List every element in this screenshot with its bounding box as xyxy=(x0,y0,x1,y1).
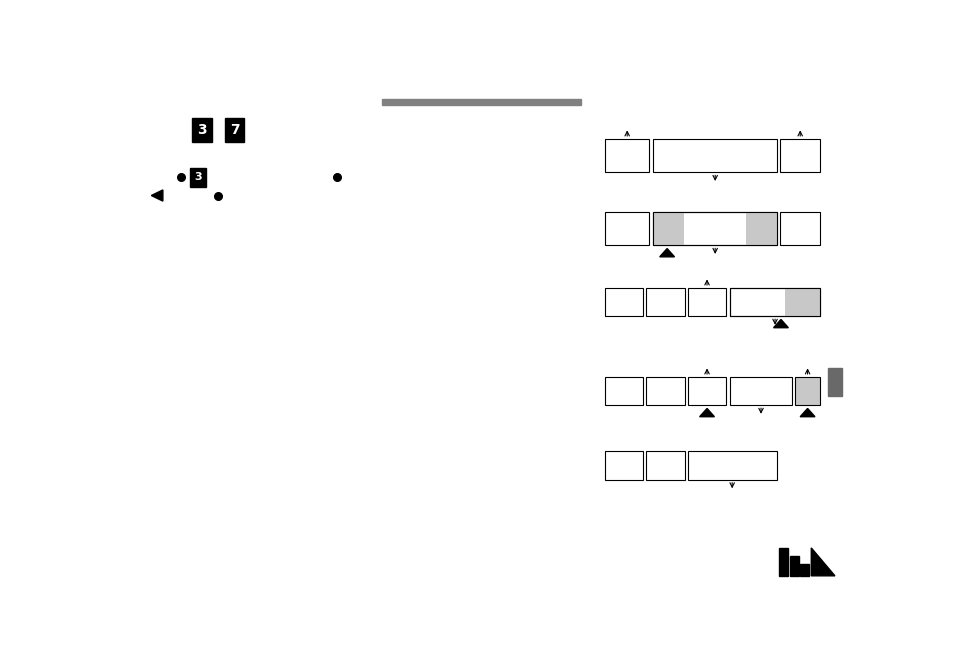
Polygon shape xyxy=(810,548,834,576)
Bar xyxy=(604,139,649,173)
Bar xyxy=(780,212,820,245)
Bar xyxy=(783,288,820,317)
Bar xyxy=(604,377,642,405)
Bar xyxy=(687,288,725,317)
Bar xyxy=(729,377,791,405)
Bar xyxy=(646,452,684,480)
Bar xyxy=(193,118,212,142)
Polygon shape xyxy=(659,249,674,257)
Bar xyxy=(653,139,777,173)
Bar xyxy=(729,288,820,317)
Bar xyxy=(653,212,777,245)
Bar xyxy=(779,548,787,576)
Bar xyxy=(604,212,649,245)
Bar xyxy=(745,212,777,245)
Bar xyxy=(653,212,777,245)
Bar xyxy=(780,139,820,173)
Bar xyxy=(687,377,725,405)
Bar xyxy=(653,212,683,245)
Bar xyxy=(381,99,580,106)
Text: 3: 3 xyxy=(194,173,202,182)
Polygon shape xyxy=(699,409,714,417)
Bar xyxy=(800,564,808,576)
Bar xyxy=(729,288,820,317)
Bar xyxy=(826,368,841,396)
Bar xyxy=(646,377,684,405)
Polygon shape xyxy=(152,190,163,201)
Polygon shape xyxy=(773,319,787,328)
Bar xyxy=(789,556,798,576)
Bar xyxy=(646,288,684,317)
Text: 3: 3 xyxy=(197,123,207,137)
Text: 7: 7 xyxy=(230,123,239,137)
Bar xyxy=(225,118,244,142)
Bar xyxy=(687,452,776,480)
Bar xyxy=(190,167,206,187)
Polygon shape xyxy=(800,409,814,417)
Bar xyxy=(604,288,642,317)
Bar xyxy=(604,452,642,480)
Bar xyxy=(794,377,820,405)
